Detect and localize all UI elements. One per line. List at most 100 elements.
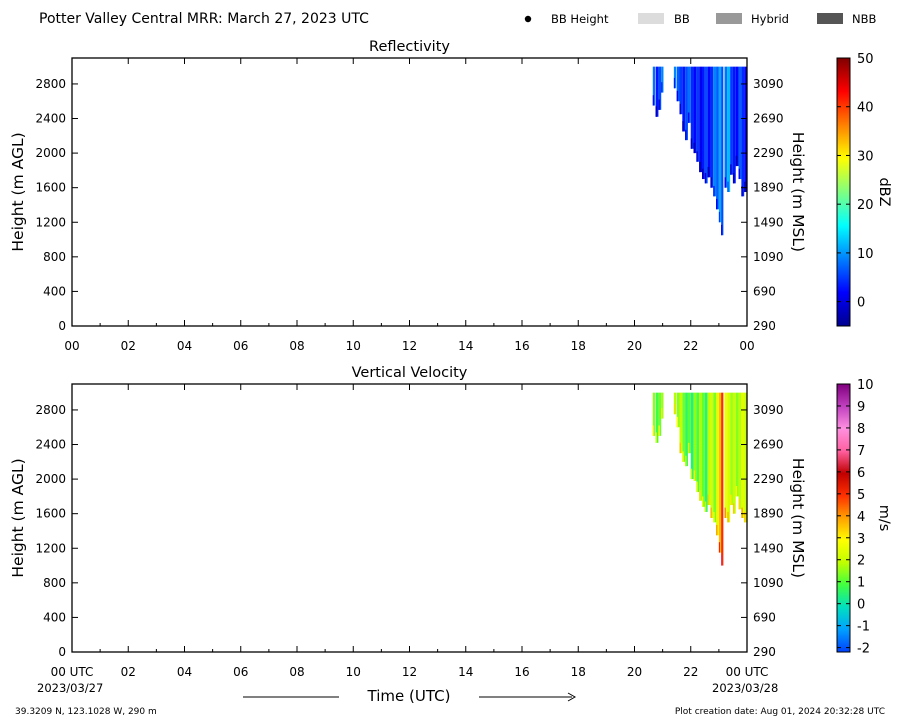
data-column bbox=[730, 66, 733, 175]
y-tick-label: 400 bbox=[43, 284, 66, 298]
panel-title: Vertical Velocity bbox=[352, 365, 468, 381]
data-column-base bbox=[693, 470, 695, 481]
y-tick-label: 0 bbox=[58, 645, 66, 659]
colorbar-tick-label: 7 bbox=[857, 444, 865, 459]
legend-label-bb-height: BB Height bbox=[551, 12, 609, 26]
y-tick-label-right: 1490 bbox=[753, 541, 784, 555]
data-column bbox=[693, 392, 697, 481]
x-tick-label: 02 bbox=[121, 339, 136, 353]
data-column-base bbox=[682, 451, 684, 462]
y-tick-label: 2800 bbox=[35, 77, 66, 91]
data-column bbox=[716, 66, 719, 210]
data-column bbox=[710, 66, 714, 188]
data-column bbox=[682, 66, 686, 132]
data-column bbox=[738, 392, 742, 510]
data-column bbox=[704, 66, 708, 184]
data-column bbox=[702, 66, 705, 180]
data-column-base bbox=[741, 185, 743, 197]
colorbar-tick-label: 5 bbox=[857, 488, 865, 503]
y-tick-label: 1600 bbox=[35, 181, 66, 195]
y-tick-label: 1200 bbox=[35, 541, 66, 555]
data-column-base bbox=[673, 77, 675, 89]
data-column-base bbox=[693, 142, 695, 154]
y-tick-label: 800 bbox=[43, 576, 66, 590]
time-arrow-head-icon bbox=[567, 692, 577, 702]
colorbar-tick-label: 10 bbox=[857, 378, 874, 393]
data-column bbox=[735, 392, 739, 497]
data-column-base bbox=[696, 481, 698, 493]
colorbar-tick-label: 1 bbox=[857, 576, 865, 591]
data-column bbox=[718, 392, 722, 553]
data-columns bbox=[652, 66, 747, 236]
x-tick-label: 18 bbox=[571, 665, 586, 679]
data-column bbox=[658, 392, 662, 436]
data-column-base bbox=[652, 425, 654, 436]
colorbar-tick-label: -1 bbox=[857, 620, 870, 635]
x-tick-label: 00 UTC bbox=[726, 665, 769, 679]
data-column-base bbox=[699, 161, 701, 173]
y-tick-label: 2000 bbox=[35, 472, 66, 486]
legend-swatch-hybrid bbox=[716, 13, 742, 24]
plot-frame bbox=[71, 383, 748, 653]
y-tick-label-right: 690 bbox=[753, 284, 776, 298]
data-column-base bbox=[682, 121, 684, 132]
data-column-base bbox=[724, 177, 726, 188]
x-tick-label: 12 bbox=[402, 339, 417, 353]
data-column-base bbox=[652, 95, 654, 106]
data-column bbox=[713, 66, 717, 197]
y-tick-label-right: 2290 bbox=[753, 472, 784, 486]
data-column-base bbox=[679, 103, 681, 115]
data-column-base bbox=[687, 442, 690, 454]
data-column-base bbox=[735, 155, 738, 167]
data-column bbox=[704, 392, 708, 512]
data-column bbox=[707, 392, 711, 506]
data-column-base bbox=[658, 99, 660, 110]
colorbar-tick-label: 20 bbox=[857, 198, 874, 213]
station-location: 39.3209 N, 123.1028 W, 290 m bbox=[15, 707, 157, 717]
data-column-base bbox=[727, 181, 729, 192]
plot-frame bbox=[71, 57, 748, 327]
data-column bbox=[690, 66, 694, 149]
x-tick-label: 20 bbox=[627, 339, 642, 353]
y-tick-label-right: 2690 bbox=[753, 438, 784, 452]
data-column-base bbox=[718, 211, 720, 223]
data-column bbox=[673, 392, 677, 415]
data-column bbox=[721, 66, 724, 236]
data-column bbox=[679, 392, 683, 454]
x-tick-label: 14 bbox=[458, 665, 473, 679]
data-column bbox=[718, 66, 722, 223]
data-column-base bbox=[738, 498, 740, 510]
data-column-base bbox=[730, 164, 732, 175]
data-column bbox=[721, 392, 724, 566]
data-column-base bbox=[730, 494, 732, 506]
data-column bbox=[696, 392, 700, 493]
data-column bbox=[716, 392, 719, 536]
y-tick-label-right: 1490 bbox=[753, 215, 784, 229]
data-column bbox=[710, 392, 714, 518]
x-tick-label: 10 bbox=[346, 339, 361, 353]
data-column-base bbox=[710, 177, 712, 188]
y-tick-label-right: 1090 bbox=[753, 576, 784, 590]
y-tick-label-right: 3090 bbox=[753, 403, 784, 417]
colorbar-label: m/s bbox=[876, 505, 892, 532]
colorbar-tick-label: 0 bbox=[857, 598, 865, 613]
data-column bbox=[693, 66, 697, 154]
data-column bbox=[655, 392, 659, 443]
colorbar-tick-label: -2 bbox=[857, 642, 870, 657]
data-column-base bbox=[661, 82, 663, 93]
x-tick-label: 10 bbox=[346, 665, 361, 679]
data-column bbox=[702, 392, 705, 507]
y-tick-label: 0 bbox=[58, 319, 66, 333]
data-column bbox=[652, 66, 656, 106]
legend-marker-bb-height bbox=[524, 15, 532, 23]
data-column bbox=[687, 66, 691, 123]
data-column-base bbox=[676, 90, 679, 102]
data-column bbox=[699, 392, 702, 501]
data-column bbox=[730, 392, 733, 506]
legend-label-hybrid: Hybrid bbox=[751, 12, 789, 26]
data-column-base bbox=[661, 408, 663, 419]
data-column bbox=[699, 66, 702, 173]
colorbar-tick-label: 10 bbox=[857, 247, 874, 262]
y-tick-label-right: 2690 bbox=[753, 112, 784, 126]
